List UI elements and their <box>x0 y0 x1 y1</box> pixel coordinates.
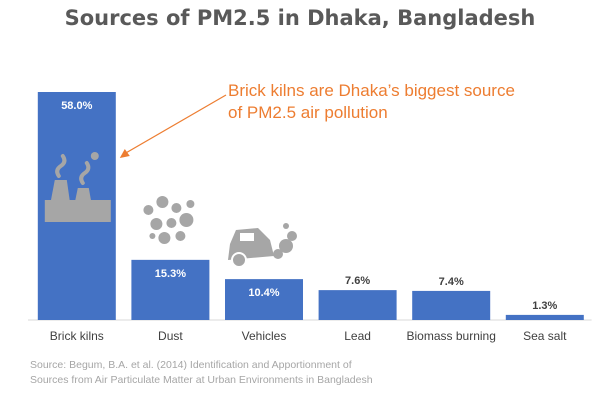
factory-icon <box>44 152 111 222</box>
category-label-5: Sea salt <box>523 329 567 343</box>
bar-2 <box>225 279 303 320</box>
category-label-4: Biomass burning <box>407 329 496 343</box>
category-label-1: Dust <box>158 329 183 343</box>
bar-3 <box>318 290 397 320</box>
category-label-0: Brick kilns <box>50 329 104 343</box>
bar-1 <box>131 259 210 320</box>
data-label-4: 7.4% <box>439 276 464 288</box>
bar-4 <box>412 290 491 320</box>
data-label-0: 58.0% <box>61 100 92 112</box>
bar-5 <box>505 314 584 320</box>
dust-icon <box>143 196 195 244</box>
annotation-text: Brick kilns are Dhaka’s biggest source o… <box>228 81 515 122</box>
data-label-5: 1.3% <box>532 300 557 312</box>
data-label-1: 15.3% <box>155 268 186 280</box>
vehicle-exhaust-icon <box>228 223 297 268</box>
data-label-2: 10.4% <box>248 287 279 299</box>
category-label-2: Vehicles <box>242 329 287 343</box>
source-note: Source: Begum, B.A. et al. (2014) Identi… <box>30 359 373 386</box>
category-label-3: Lead <box>344 329 371 343</box>
annotation-arrow <box>119 94 227 158</box>
data-label-3: 7.6% <box>345 275 370 287</box>
chart-title: Sources of PM2.5 in Dhaka, Bangladesh <box>64 6 536 30</box>
